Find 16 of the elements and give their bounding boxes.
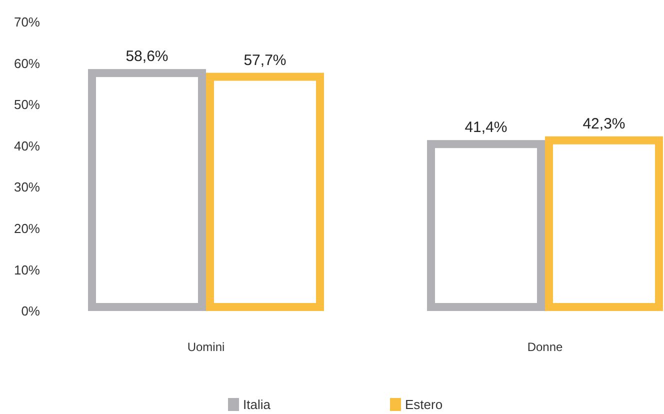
data-label: 42,3% — [582, 115, 626, 132]
y-tick-label: 70% — [14, 14, 40, 30]
x-tick-label: Donne — [527, 340, 563, 354]
legend-label: Estero — [405, 397, 443, 412]
y-tick-label: 40% — [14, 138, 40, 154]
y-tick-label: 50% — [14, 97, 40, 112]
data-label: 41,4% — [464, 119, 508, 136]
legend-label: Italia — [243, 397, 272, 412]
y-tick-label: 20% — [14, 220, 40, 236]
data-label: 58,6% — [126, 48, 168, 66]
y-tick-label: 10% — [14, 262, 40, 278]
y-tick-label: 0% — [21, 304, 40, 319]
y-tick-label: 30% — [14, 180, 40, 195]
x-tick-label: Uomini — [187, 340, 225, 354]
y-tick-label: 60% — [14, 56, 40, 71]
data-label: 57,7% — [244, 52, 286, 69]
